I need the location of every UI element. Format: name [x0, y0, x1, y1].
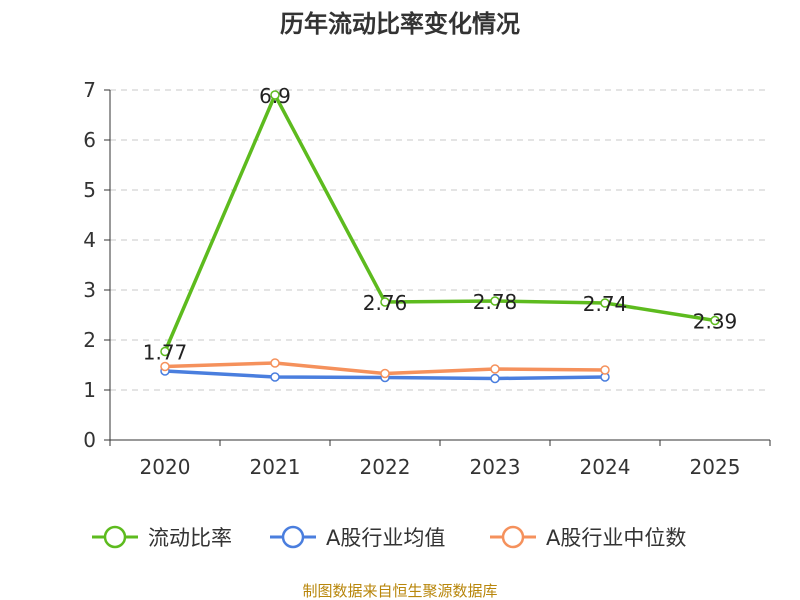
- axes: 0 1 2 3 4 5 6 7 2020 2021 2022 2023 2024 2025: [83, 78, 771, 479]
- data-point: [270, 358, 280, 368]
- data-point: [160, 361, 170, 372]
- data-label: 2.39: [693, 310, 738, 334]
- data-label: 2.74: [583, 292, 628, 316]
- x-tick-label: 2021: [250, 455, 301, 479]
- y-tick-label: 3: [83, 278, 96, 302]
- data-labels: 1.77 6.9 2.76 2.78 2.74 2.39: [143, 84, 738, 365]
- y-tick-label: 6: [83, 128, 96, 152]
- series-line-0: [163, 93, 716, 353]
- x-tick-label: 2023: [470, 455, 521, 479]
- y-tick-label: 4: [83, 228, 96, 252]
- y-tick-label: 0: [83, 428, 96, 452]
- x-tick-label: 2020: [140, 455, 191, 479]
- data-point: [600, 365, 610, 375]
- data-point: [490, 296, 500, 306]
- data-label: 2.76: [363, 291, 408, 315]
- source-note: 制图数据来自恒生聚源数据库: [302, 582, 497, 600]
- data-point: [490, 373, 500, 384]
- data-label: 6.9: [259, 84, 291, 108]
- data-point: [490, 364, 500, 374]
- data-point: [380, 297, 390, 307]
- data-point: [270, 372, 280, 382]
- data-point: [270, 90, 280, 100]
- x-tick-label: 2022: [360, 455, 411, 479]
- legend-marker: [103, 525, 127, 549]
- legend-label: 流动比率: [148, 526, 232, 550]
- data-point: [600, 298, 610, 308]
- data-label: 2.78: [473, 290, 518, 314]
- chart-title: 历年流动比率变化情况: [280, 10, 520, 38]
- y-tick-label: 7: [83, 78, 96, 102]
- x-tick-label: 2025: [690, 455, 741, 479]
- y-tick-label: 1: [83, 378, 96, 402]
- data-point: [380, 368, 390, 379]
- legend-marker: [281, 525, 305, 549]
- series-group: [160, 90, 720, 384]
- data-point: [160, 346, 170, 357]
- data-label: 1.77: [143, 341, 188, 365]
- legend-label: A股行业中位数: [546, 526, 686, 550]
- y-tick-label: 5: [83, 178, 96, 202]
- x-tick-label: 2024: [580, 455, 631, 479]
- legend: 流动比率 A股行业均值 A股行业中位数: [92, 525, 686, 550]
- data-point: [710, 315, 720, 326]
- legend-label: A股行业均值: [326, 526, 445, 550]
- legend-marker: [501, 525, 525, 549]
- y-tick-label: 2: [83, 328, 96, 352]
- grid-lines: [110, 89, 770, 391]
